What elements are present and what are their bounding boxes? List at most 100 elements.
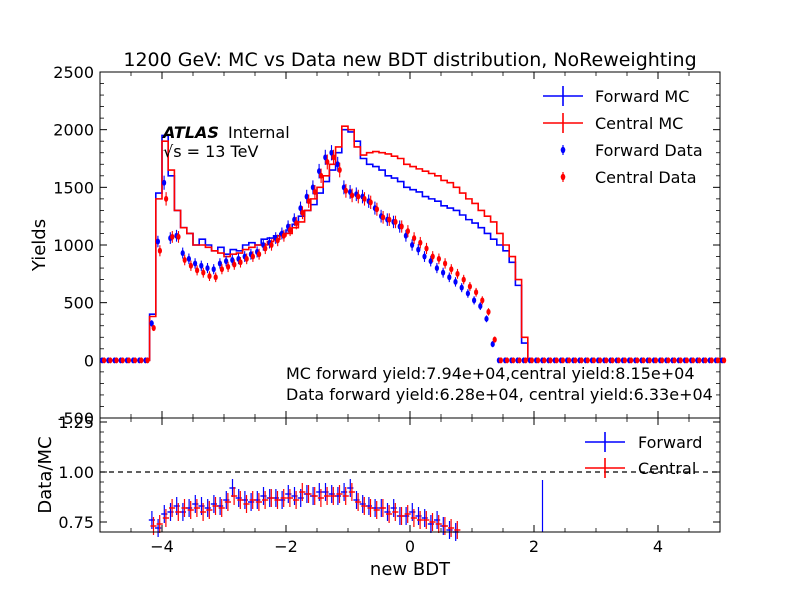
data-point [368,199,373,206]
data-point [684,357,690,364]
data-point [480,297,485,304]
data-point [591,357,597,364]
y-tick-label: 2000 [53,121,94,140]
data-point [666,357,671,364]
data-point [455,270,460,277]
data-point [653,357,659,364]
data-point [205,265,210,272]
data-point [343,187,348,194]
data-point [219,266,224,273]
data-point [102,357,107,364]
data-point [294,220,299,227]
data-point [120,357,125,364]
data-point [441,269,446,276]
legend-item-central-data: Central Data [560,168,697,187]
data-point [709,357,714,364]
data-point [201,269,206,276]
data-point [474,289,479,296]
data-point [641,357,646,364]
data-point [529,357,535,364]
data-point [393,218,398,225]
legend-label-central-mc: Central MC [595,114,683,133]
ratio-plot-area [100,418,720,532]
legend-item-forward: Forward [585,432,702,452]
data-point [362,195,367,202]
series-central-data-points [102,149,727,364]
data-point [317,168,322,175]
data-point [226,263,231,270]
data-point [331,154,336,161]
data-point [162,179,167,186]
data-point [428,258,433,265]
data-point [238,259,243,266]
x-tick-label: 4 [653,537,663,556]
data-point [410,242,415,248]
data-point [263,245,268,252]
data-point [133,357,138,364]
data-point [484,315,489,322]
data-point [188,262,193,269]
y-tick-label: 500 [63,294,94,313]
data-point [224,258,229,265]
data-point [715,357,721,364]
data-point [108,357,113,364]
ratio-y-axis-label: Data/MC [35,436,56,513]
data-point [186,255,191,262]
data-point [170,233,175,240]
data-point [211,266,216,273]
data-point [560,357,566,364]
data-point [199,262,204,269]
main-plot-panel: -500 0 500 1000 1500 2000 2500 1200 GeV: MC vs… [29,49,727,428]
x-tick-label: −4 [150,537,174,556]
ratio-y-tick-label: 1.25 [58,413,94,432]
data-point [447,274,452,281]
data-point [622,357,628,364]
data-point [492,336,497,343]
y-tick-label: 2500 [53,63,94,82]
data-point [350,192,355,199]
data-point [542,357,547,364]
data-point [430,253,435,260]
data-yield-annotation: Data forward yield:6.28e+04, central yie… [286,385,713,404]
data-point [323,154,328,161]
data-point [511,357,516,364]
atlas-label: ATLAS [161,123,219,142]
data-point [660,357,665,364]
data-point [114,357,119,364]
legend-item-central: Central [585,458,696,478]
data-point [579,357,584,364]
data-point [678,357,683,364]
ratio-plot-panel: 0.75 1.00 1.25 −4 −2 0 2 4 Data/MC new BDT For… [35,413,721,580]
data-point [329,149,334,156]
legend-label-forward-data: Forward Data [595,141,703,160]
data-point [523,357,528,364]
data-point [325,158,330,165]
x-axis-label: new BDT [370,559,451,580]
main-legend: Forward MC Central MC Forward Data Centr… [543,86,703,187]
data-point [257,251,262,258]
data-point [697,357,702,364]
chart-title: 1200 GeV: MC vs Data new BDT distributio… [123,49,696,71]
mc-yield-annotation: MC forward yield:7.94e+04,central yield:… [286,364,695,383]
data-point [416,246,421,253]
ratio-y-tick-label: 0.75 [58,513,94,532]
data-point [498,357,503,364]
data-point [304,193,309,200]
data-point [424,245,429,252]
data-point [149,320,154,327]
data-point [635,357,640,364]
data-point [478,303,483,310]
data-point [573,357,578,364]
data-point [703,357,708,364]
data-point [374,206,379,213]
legend-item-forward-mc: Forward MC [543,86,689,106]
data-point [467,283,472,290]
x-tick-label: −2 [274,537,298,556]
data-point [207,273,212,280]
ratio-series-central [150,483,461,539]
data-point [585,357,590,364]
y-tick-label: 1500 [53,178,94,197]
data-point [244,255,249,262]
